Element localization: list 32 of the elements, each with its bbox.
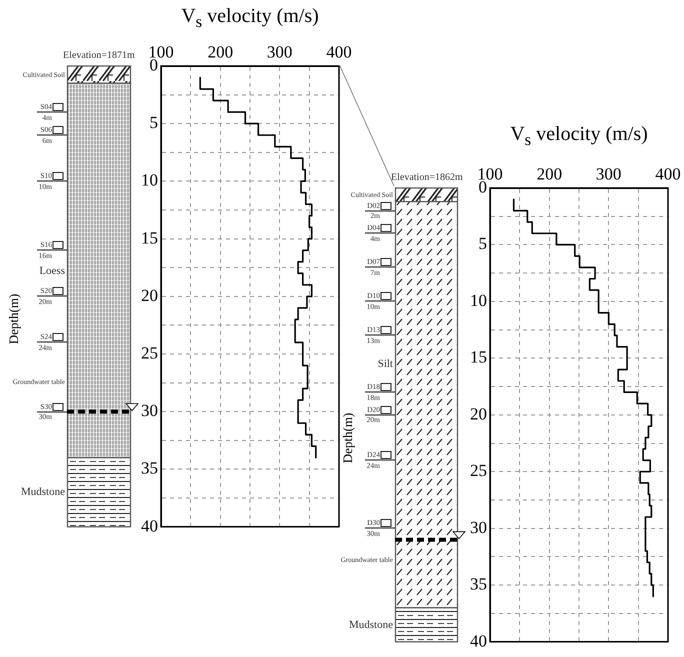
text: Mudstone	[21, 485, 65, 500]
y-tick-label: 40	[141, 516, 158, 536]
text: Silt	[378, 356, 393, 371]
text: Elevation=1862m	[391, 172, 463, 184]
x-tick-label: 200	[536, 164, 562, 184]
y-axis-title: Depth(m)	[340, 411, 356, 465]
x-axis-title: V$_{s}$ velocity (m/s)	[180, 4, 320, 33]
text: Loess	[39, 264, 65, 278]
y-tick-label: 35	[141, 458, 158, 478]
x-tick-label: 400	[655, 164, 681, 184]
y-tick-label: 10	[141, 170, 158, 190]
y-axis-title: Depth(m)	[6, 293, 22, 347]
x-tick-label: 200	[208, 42, 234, 62]
y-tick-label: 10	[470, 290, 487, 310]
x-tick-label: 400	[326, 42, 352, 62]
x-axis-title: V$_{s}$ velocity (m/s)	[509, 122, 649, 151]
y-tick-label: 20	[141, 286, 158, 305]
y-tick-label: 25	[141, 343, 158, 362]
y-tick-label: 25	[470, 461, 487, 480]
text: Elevation=1871m	[63, 50, 135, 62]
y-tick-label: 35	[470, 574, 487, 594]
y-tick-label: 40	[470, 631, 487, 650]
x-tick-label: 300	[596, 164, 622, 184]
y-tick-label: 15	[470, 348, 487, 367]
y-tick-label: 30	[141, 401, 158, 420]
y-tick-label: 5	[478, 234, 487, 254]
y-tick-label: 30	[470, 518, 487, 537]
y-tick-label: 20	[470, 404, 487, 424]
y-tick-label: 5	[150, 113, 158, 132]
text: Mudstone	[349, 618, 393, 632]
x-tick-label: 300	[266, 42, 292, 62]
y-tick-label: 15	[141, 228, 158, 248]
